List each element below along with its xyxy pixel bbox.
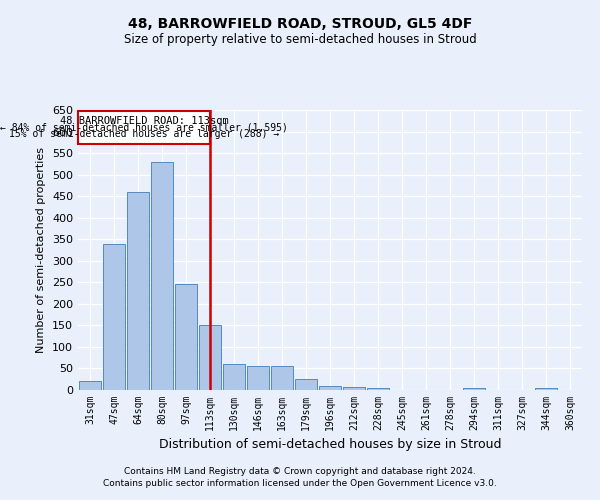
- Text: 48 BARROWFIELD ROAD: 113sqm: 48 BARROWFIELD ROAD: 113sqm: [59, 116, 229, 126]
- Bar: [367, 388, 389, 390]
- Text: ← 84% of semi-detached houses are smaller (1,595): ← 84% of semi-detached houses are smalle…: [0, 122, 288, 132]
- Bar: [247, 366, 269, 390]
- Bar: [343, 386, 365, 390]
- Text: Contains HM Land Registry data © Crown copyright and database right 2024.: Contains HM Land Registry data © Crown c…: [124, 467, 476, 476]
- Text: 15% of semi-detached houses are larger (288) →: 15% of semi-detached houses are larger (…: [9, 130, 279, 140]
- Text: Size of property relative to semi-detached houses in Stroud: Size of property relative to semi-detach…: [124, 32, 476, 46]
- Bar: [79, 382, 101, 390]
- Bar: [127, 192, 149, 390]
- Bar: [319, 386, 341, 390]
- Bar: [223, 364, 245, 390]
- FancyBboxPatch shape: [78, 111, 210, 144]
- Bar: [199, 326, 221, 390]
- Text: Contains public sector information licensed under the Open Government Licence v3: Contains public sector information licen…: [103, 478, 497, 488]
- Bar: [103, 244, 125, 390]
- Bar: [463, 388, 485, 390]
- X-axis label: Distribution of semi-detached houses by size in Stroud: Distribution of semi-detached houses by …: [159, 438, 501, 452]
- Text: 48, BARROWFIELD ROAD, STROUD, GL5 4DF: 48, BARROWFIELD ROAD, STROUD, GL5 4DF: [128, 18, 472, 32]
- Y-axis label: Number of semi-detached properties: Number of semi-detached properties: [37, 147, 46, 353]
- Bar: [175, 284, 197, 390]
- Bar: [535, 388, 557, 390]
- Bar: [151, 162, 173, 390]
- Bar: [295, 379, 317, 390]
- Bar: [271, 366, 293, 390]
